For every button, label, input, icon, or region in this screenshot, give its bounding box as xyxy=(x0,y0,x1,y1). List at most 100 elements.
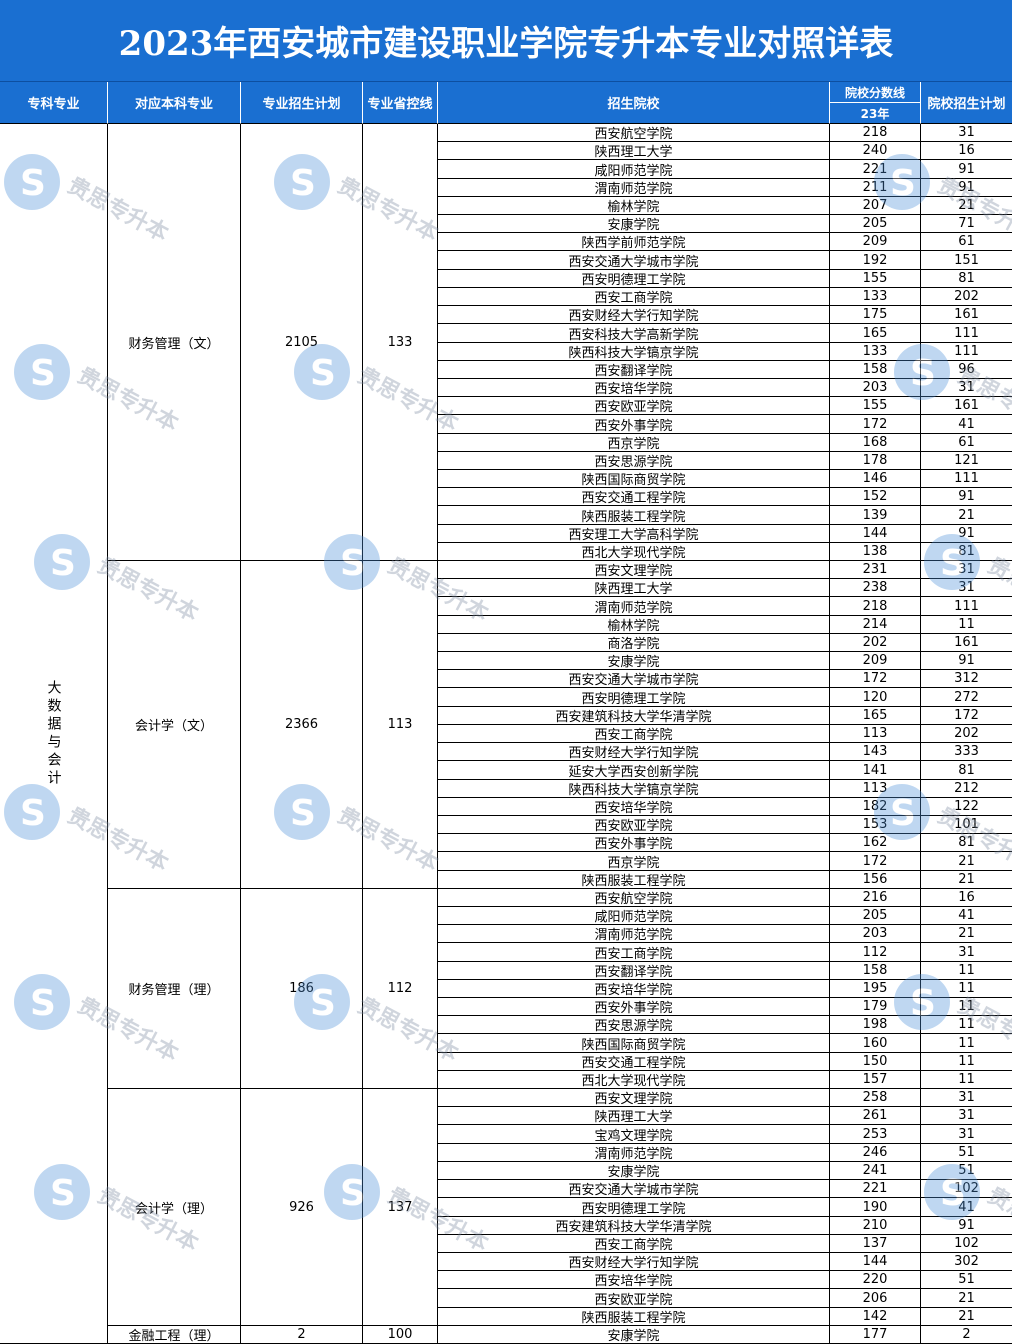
school-plan: 111 xyxy=(921,324,1012,343)
school-score: 155 xyxy=(830,270,921,288)
school-score: 157 xyxy=(830,1071,921,1089)
school-plan: 302 xyxy=(921,1253,1012,1271)
school-name: 西北大学现代学院 xyxy=(438,1071,830,1089)
school-name: 安康学院 xyxy=(438,215,830,233)
school-score: 203 xyxy=(830,379,921,397)
school-plan: 21 xyxy=(921,871,1012,889)
major-plan: 2366 xyxy=(241,561,363,889)
school-score: 141 xyxy=(830,761,921,780)
school-name: 安康学院 xyxy=(438,1162,830,1180)
school-score: 172 xyxy=(830,415,921,434)
school-score: 178 xyxy=(830,452,921,470)
school-score: 143 xyxy=(830,743,921,761)
school-name: 西安交通大学城市学院 xyxy=(438,1180,830,1198)
school-score: 139 xyxy=(830,506,921,525)
school-name: 西安科技大学高新学院 xyxy=(438,324,830,343)
school-name: 陕西服装工程学院 xyxy=(438,871,830,889)
school-score: 146 xyxy=(830,470,921,488)
school-plan: 41 xyxy=(921,1198,1012,1217)
major-plan: 2 xyxy=(241,1326,363,1344)
school-plan: 71 xyxy=(921,215,1012,233)
school-plan: 31 xyxy=(921,124,1012,142)
school-name: 西安交通大学城市学院 xyxy=(438,251,830,270)
major-control-line: 137 xyxy=(363,1089,438,1326)
school-name: 西安财经大学行知学院 xyxy=(438,306,830,324)
school-plan: 91 xyxy=(921,652,1012,670)
header-control: 专业省控线 xyxy=(363,82,438,124)
school-plan: 21 xyxy=(921,1308,1012,1326)
school-name: 西安思源学院 xyxy=(438,1016,830,1034)
school-score: 172 xyxy=(830,852,921,871)
major-control-line: 133 xyxy=(363,124,438,561)
school-name: 陕西国际商贸学院 xyxy=(438,1034,830,1053)
school-score: 203 xyxy=(830,925,921,943)
school-plan: 31 xyxy=(921,1107,1012,1125)
benke-major: 会计学（文） xyxy=(108,561,241,889)
school-score: 195 xyxy=(830,980,921,998)
school-name: 陕西服装工程学院 xyxy=(438,1308,830,1326)
school-plan: 121 xyxy=(921,452,1012,470)
school-name: 西安工商学院 xyxy=(438,1235,830,1253)
school-name: 西安外事学院 xyxy=(438,834,830,852)
school-score: 165 xyxy=(830,707,921,725)
school-plan: 21 xyxy=(921,197,1012,215)
benke-major: 财务管理（文） xyxy=(108,124,241,561)
school-plan: 11 xyxy=(921,1071,1012,1089)
header-zhuanke: 专科专业 xyxy=(0,82,108,124)
school-score: 150 xyxy=(830,1053,921,1071)
school-plan: 61 xyxy=(921,233,1012,251)
school-score: 240 xyxy=(830,142,921,160)
school-plan: 21 xyxy=(921,506,1012,525)
school-score: 137 xyxy=(830,1235,921,1253)
school-plan: 11 xyxy=(921,980,1012,998)
school-plan: 81 xyxy=(921,834,1012,852)
school-name: 西安明德理工学院 xyxy=(438,270,830,288)
school-plan: 31 xyxy=(921,1125,1012,1144)
school-score: 152 xyxy=(830,488,921,506)
school-name: 西安交通大学城市学院 xyxy=(438,670,830,688)
school-name: 陕西国际商贸学院 xyxy=(438,470,830,488)
school-plan: 96 xyxy=(921,361,1012,379)
school-name: 陕西科技大学镐京学院 xyxy=(438,343,830,361)
school-score: 113 xyxy=(830,780,921,798)
school-plan: 102 xyxy=(921,1180,1012,1198)
school-name: 渭南师范学院 xyxy=(438,179,830,197)
school-score: 142 xyxy=(830,1308,921,1326)
school-score: 138 xyxy=(830,543,921,561)
school-score: 261 xyxy=(830,1107,921,1125)
school-plan: 212 xyxy=(921,780,1012,798)
school-score: 120 xyxy=(830,688,921,707)
school-plan: 51 xyxy=(921,1144,1012,1162)
school-name: 西安财经大学行知学院 xyxy=(438,743,830,761)
school-score: 182 xyxy=(830,798,921,816)
school-plan: 202 xyxy=(921,725,1012,743)
school-name: 西安财经大学行知学院 xyxy=(438,1253,830,1271)
school-plan: 31 xyxy=(921,579,1012,597)
school-score: 144 xyxy=(830,525,921,543)
school-score: 175 xyxy=(830,306,921,324)
school-score: 209 xyxy=(830,652,921,670)
school-plan: 161 xyxy=(921,306,1012,324)
school-score: 155 xyxy=(830,397,921,415)
school-score: 216 xyxy=(830,889,921,907)
school-score: 206 xyxy=(830,1289,921,1308)
school-score: 231 xyxy=(830,561,921,579)
school-plan: 2 xyxy=(921,1326,1012,1344)
school-name: 西安工商学院 xyxy=(438,288,830,306)
school-name: 陕西理工大学 xyxy=(438,579,830,597)
major-control-line: 100 xyxy=(363,1326,438,1344)
school-score: 190 xyxy=(830,1198,921,1217)
school-plan: 41 xyxy=(921,415,1012,434)
school-score: 192 xyxy=(830,251,921,270)
school-name: 西安翻译学院 xyxy=(438,361,830,379)
school-name: 西安欧亚学院 xyxy=(438,816,830,834)
school-plan: 91 xyxy=(921,525,1012,543)
school-name: 西安文理学院 xyxy=(438,1089,830,1107)
school-plan: 91 xyxy=(921,488,1012,506)
major-plan: 186 xyxy=(241,889,363,1089)
school-plan: 11 xyxy=(921,616,1012,634)
school-plan: 81 xyxy=(921,543,1012,561)
page-title: 2023年西安城市建设职业学院专升本专业对照详表 xyxy=(0,0,1012,82)
school-plan: 31 xyxy=(921,379,1012,397)
school-score: 214 xyxy=(830,616,921,634)
